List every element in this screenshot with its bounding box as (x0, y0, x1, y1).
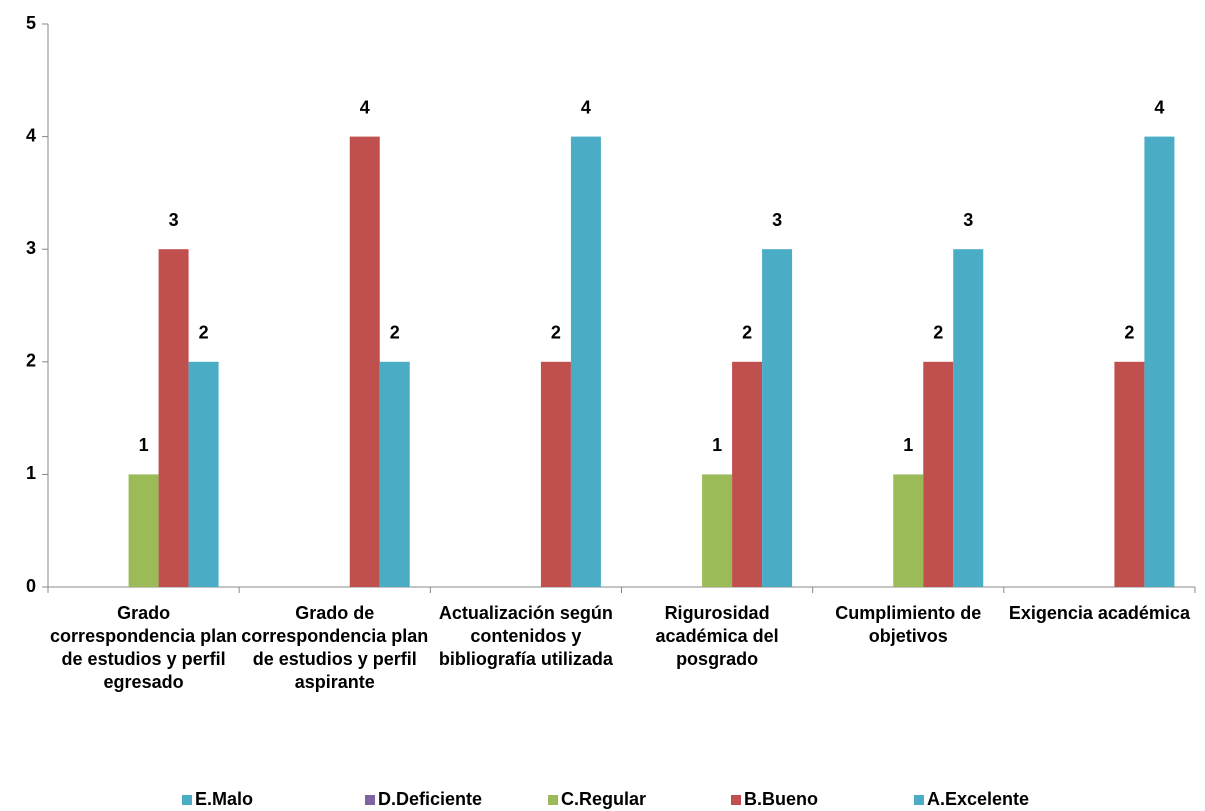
data-label: 4 (360, 97, 370, 117)
legend-label: D.Deficiente (378, 789, 482, 809)
legend-label: A.Excelente (927, 789, 1029, 809)
data-label: 2 (1124, 323, 1134, 343)
data-label: 3 (772, 210, 782, 230)
data-label: 3 (169, 210, 179, 230)
data-label: 2 (933, 323, 943, 343)
x-tick-label: Actualización según contenidos y bibliog… (438, 603, 613, 669)
legend-swatch (182, 795, 192, 805)
bar (188, 361, 219, 587)
y-tick-label: 1 (26, 463, 36, 483)
bar (1144, 136, 1175, 587)
bar (379, 361, 410, 587)
data-label: 1 (712, 435, 722, 455)
y-tick-label: 0 (26, 576, 36, 596)
y-tick-label: 4 (26, 125, 36, 145)
bar (893, 474, 924, 587)
bar (702, 474, 733, 587)
legend-swatch (365, 795, 375, 805)
legend-label: E.Malo (195, 789, 253, 809)
y-tick-label: 2 (26, 351, 36, 371)
bar (570, 136, 601, 587)
bar (128, 474, 159, 587)
bar (762, 249, 793, 587)
bar (953, 249, 984, 587)
legend-swatch (914, 795, 924, 805)
data-label: 3 (963, 210, 973, 230)
y-tick-label: 5 (26, 13, 36, 33)
data-label: 2 (742, 323, 752, 343)
legend-label: C.Regular (561, 789, 646, 809)
x-tick-label: Grado correspondencia plan de estudios y… (50, 603, 238, 692)
x-tick-label: Rigurosidad académica del posgrado (655, 603, 779, 669)
legend-swatch (548, 795, 558, 805)
data-label: 2 (390, 323, 400, 343)
x-tick-label: Cumplimiento de objetivos (835, 603, 982, 646)
data-label: 2 (199, 323, 209, 343)
bar (1114, 361, 1145, 587)
data-label: 2 (551, 323, 561, 343)
bar (923, 361, 954, 587)
data-label: 4 (581, 97, 591, 117)
legend-label: B.Bueno (744, 789, 818, 809)
bar (732, 361, 763, 587)
data-label: 4 (1154, 97, 1164, 117)
bar (158, 249, 189, 587)
legend-swatch (731, 795, 741, 805)
data-label: 1 (903, 435, 913, 455)
bar (349, 136, 380, 587)
bar (540, 361, 571, 587)
data-label: 1 (139, 435, 149, 455)
x-tick-label: Grado de correspondencia plan de estudio… (241, 603, 429, 692)
y-tick-label: 3 (26, 238, 36, 258)
x-tick-label: Exigencia académica (1008, 603, 1190, 623)
